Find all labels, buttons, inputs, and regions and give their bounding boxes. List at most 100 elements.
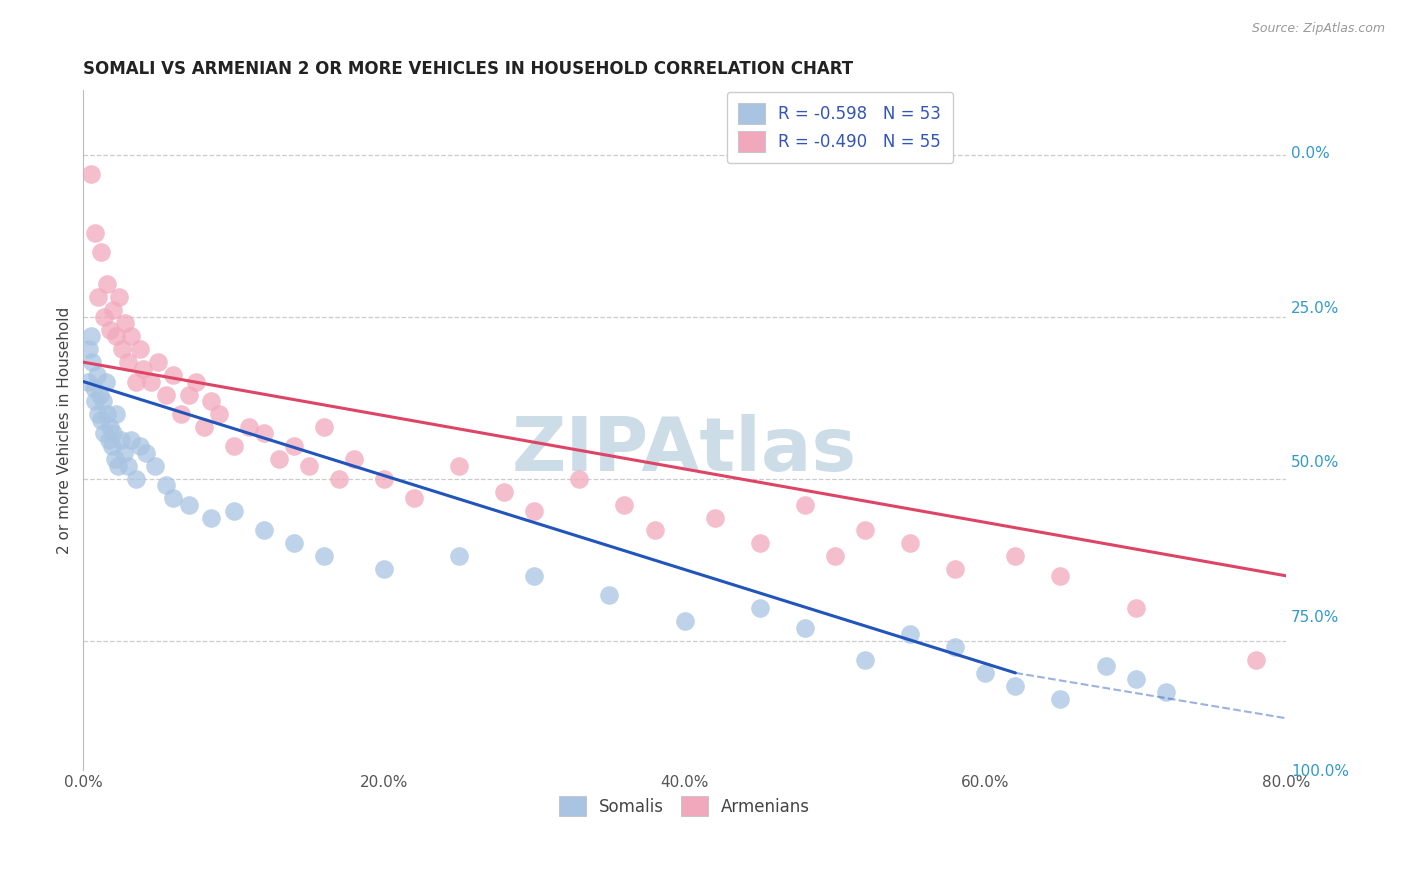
Point [129, 439, 152, 453]
Point [373, 472, 395, 486]
Point [598, 588, 620, 602]
Point [1049, 691, 1071, 706]
Point [200, 394, 222, 409]
Point [449, 458, 471, 473]
Point [748, 601, 770, 615]
Point [79, 342, 101, 356]
Point [97, 433, 120, 447]
Point [824, 549, 846, 564]
Point [373, 562, 395, 576]
Point [93, 426, 115, 441]
Point [83, 381, 105, 395]
Point [145, 458, 167, 473]
Point [94, 375, 117, 389]
Point [253, 426, 276, 441]
Point [312, 420, 335, 434]
Point [703, 510, 725, 524]
Point [177, 387, 200, 401]
Point [523, 569, 546, 583]
Point [82, 355, 104, 369]
Point [523, 504, 546, 518]
Point [200, 510, 222, 524]
Point [96, 277, 118, 292]
Point [402, 491, 425, 505]
Point [105, 329, 128, 343]
Point [238, 420, 260, 434]
Point [148, 355, 170, 369]
Point [1049, 569, 1071, 583]
Point [101, 439, 124, 453]
Point [793, 621, 815, 635]
Point [108, 290, 131, 304]
Point [104, 452, 127, 467]
Point [184, 375, 207, 389]
Point [90, 413, 112, 427]
Point [84, 226, 107, 240]
Point [93, 310, 115, 324]
Point [86, 368, 108, 383]
Point [1154, 685, 1177, 699]
Point [193, 420, 215, 434]
Point [974, 665, 997, 680]
Point [107, 458, 129, 473]
Point [793, 498, 815, 512]
Point [80, 329, 103, 343]
Point [111, 342, 134, 356]
Point [1094, 659, 1116, 673]
Point [89, 387, 111, 401]
Point [80, 168, 103, 182]
Point [162, 368, 184, 383]
Point [494, 484, 516, 499]
Point [132, 361, 155, 376]
Point [1125, 673, 1147, 687]
Point [103, 426, 125, 441]
Point [120, 329, 142, 343]
Point [1125, 601, 1147, 615]
Point [673, 614, 696, 628]
Point [328, 472, 350, 486]
Point [222, 439, 245, 453]
Point [898, 536, 921, 550]
Point [114, 316, 136, 330]
Point [748, 536, 770, 550]
Point [283, 439, 305, 453]
Point [135, 446, 157, 460]
Point [1244, 653, 1267, 667]
Point [117, 355, 139, 369]
Point [120, 433, 142, 447]
Point [343, 452, 366, 467]
Point [283, 536, 305, 550]
Point [298, 458, 321, 473]
Point [155, 478, 177, 492]
Point [177, 498, 200, 512]
Point [103, 303, 125, 318]
Point [90, 245, 112, 260]
Text: Source: ZipAtlas.com: Source: ZipAtlas.com [1251, 22, 1385, 36]
Point [110, 433, 132, 447]
Point [76, 375, 98, 389]
Point [1004, 679, 1026, 693]
Point [568, 472, 591, 486]
Point [112, 446, 135, 460]
Point [943, 562, 966, 576]
Point [312, 549, 335, 564]
Point [96, 407, 118, 421]
Point [222, 504, 245, 518]
Y-axis label: 2 or more Vehicles in Household: 2 or more Vehicles in Household [58, 307, 72, 554]
Point [253, 524, 276, 538]
Point [170, 407, 193, 421]
Point [87, 407, 110, 421]
Point [129, 342, 152, 356]
Point [644, 524, 666, 538]
Point [98, 420, 121, 434]
Point [155, 387, 177, 401]
Point [898, 627, 921, 641]
Point [853, 653, 876, 667]
Point [267, 452, 290, 467]
Point [139, 375, 162, 389]
Point [91, 394, 114, 409]
Point [125, 375, 148, 389]
Legend: Somalis, Armenians: Somalis, Armenians [553, 789, 817, 822]
Point [613, 498, 636, 512]
Point [1004, 549, 1026, 564]
